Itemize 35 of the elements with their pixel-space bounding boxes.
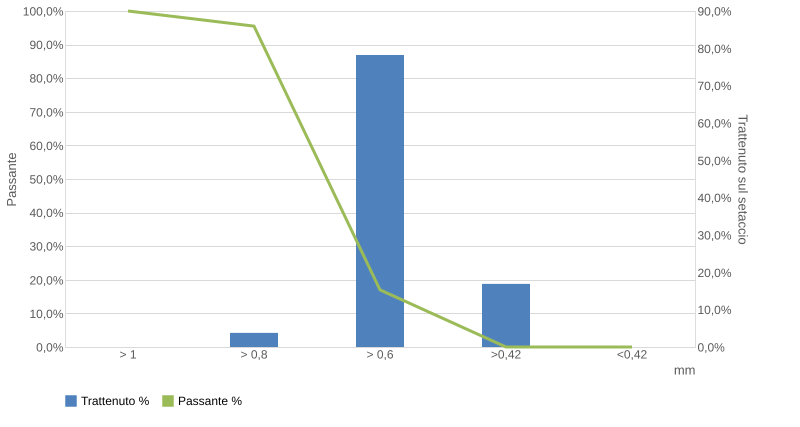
- y2-tick-label: 60,0%: [698, 116, 732, 130]
- y-tick-label: 10,0%: [29, 306, 64, 321]
- x-axis-title: mm: [674, 362, 696, 378]
- y2-tick-label: 50,0%: [698, 154, 732, 168]
- x-tick-label: > 0,6: [366, 348, 394, 362]
- y-tick-label: 100,0%: [22, 4, 64, 18]
- y2-tick-label: 30,0%: [698, 228, 732, 242]
- y2-axis-title: Trattenuto sul setaccio: [736, 114, 751, 245]
- y2-tick-label: 70,0%: [698, 79, 732, 94]
- y2-tick-label: 0,0%: [698, 340, 726, 354]
- bar: [482, 284, 530, 347]
- bar: [356, 55, 404, 347]
- line-series: [126, 10, 634, 348]
- y2-tick-label: 40,0%: [698, 191, 732, 206]
- y-tick-label: 40,0%: [29, 206, 64, 220]
- y-tick-label: 80,0%: [29, 72, 64, 86]
- y-tick-label: 70,0%: [29, 105, 64, 120]
- x-tick-label: > 1: [119, 348, 137, 362]
- y-tick-label: 50,0%: [29, 172, 64, 186]
- y2-tick-label: 20,0%: [698, 266, 732, 280]
- y-tick-label: 90,0%: [29, 38, 64, 52]
- bar: [230, 332, 278, 347]
- y2-tick-label: 80,0%: [698, 42, 732, 56]
- legend-label: Trattenuto %: [81, 394, 150, 408]
- y-tick-label: 60,0%: [29, 138, 64, 153]
- x-tick-label: >0,42: [490, 348, 522, 362]
- y2-tick-label: 90,0%: [698, 4, 732, 18]
- y-tick-label: 30,0%: [29, 240, 64, 254]
- x-tick-label: <0,42: [616, 348, 648, 362]
- y-tick-label: 0,0%: [36, 340, 64, 354]
- y-axis-title: Passante: [4, 152, 19, 207]
- y2-tick-label: 10,0%: [698, 303, 732, 318]
- y-tick-label: 20,0%: [29, 273, 64, 288]
- x-tick-label: > 0,8: [240, 348, 268, 362]
- legend-label: Passante %: [178, 394, 242, 408]
